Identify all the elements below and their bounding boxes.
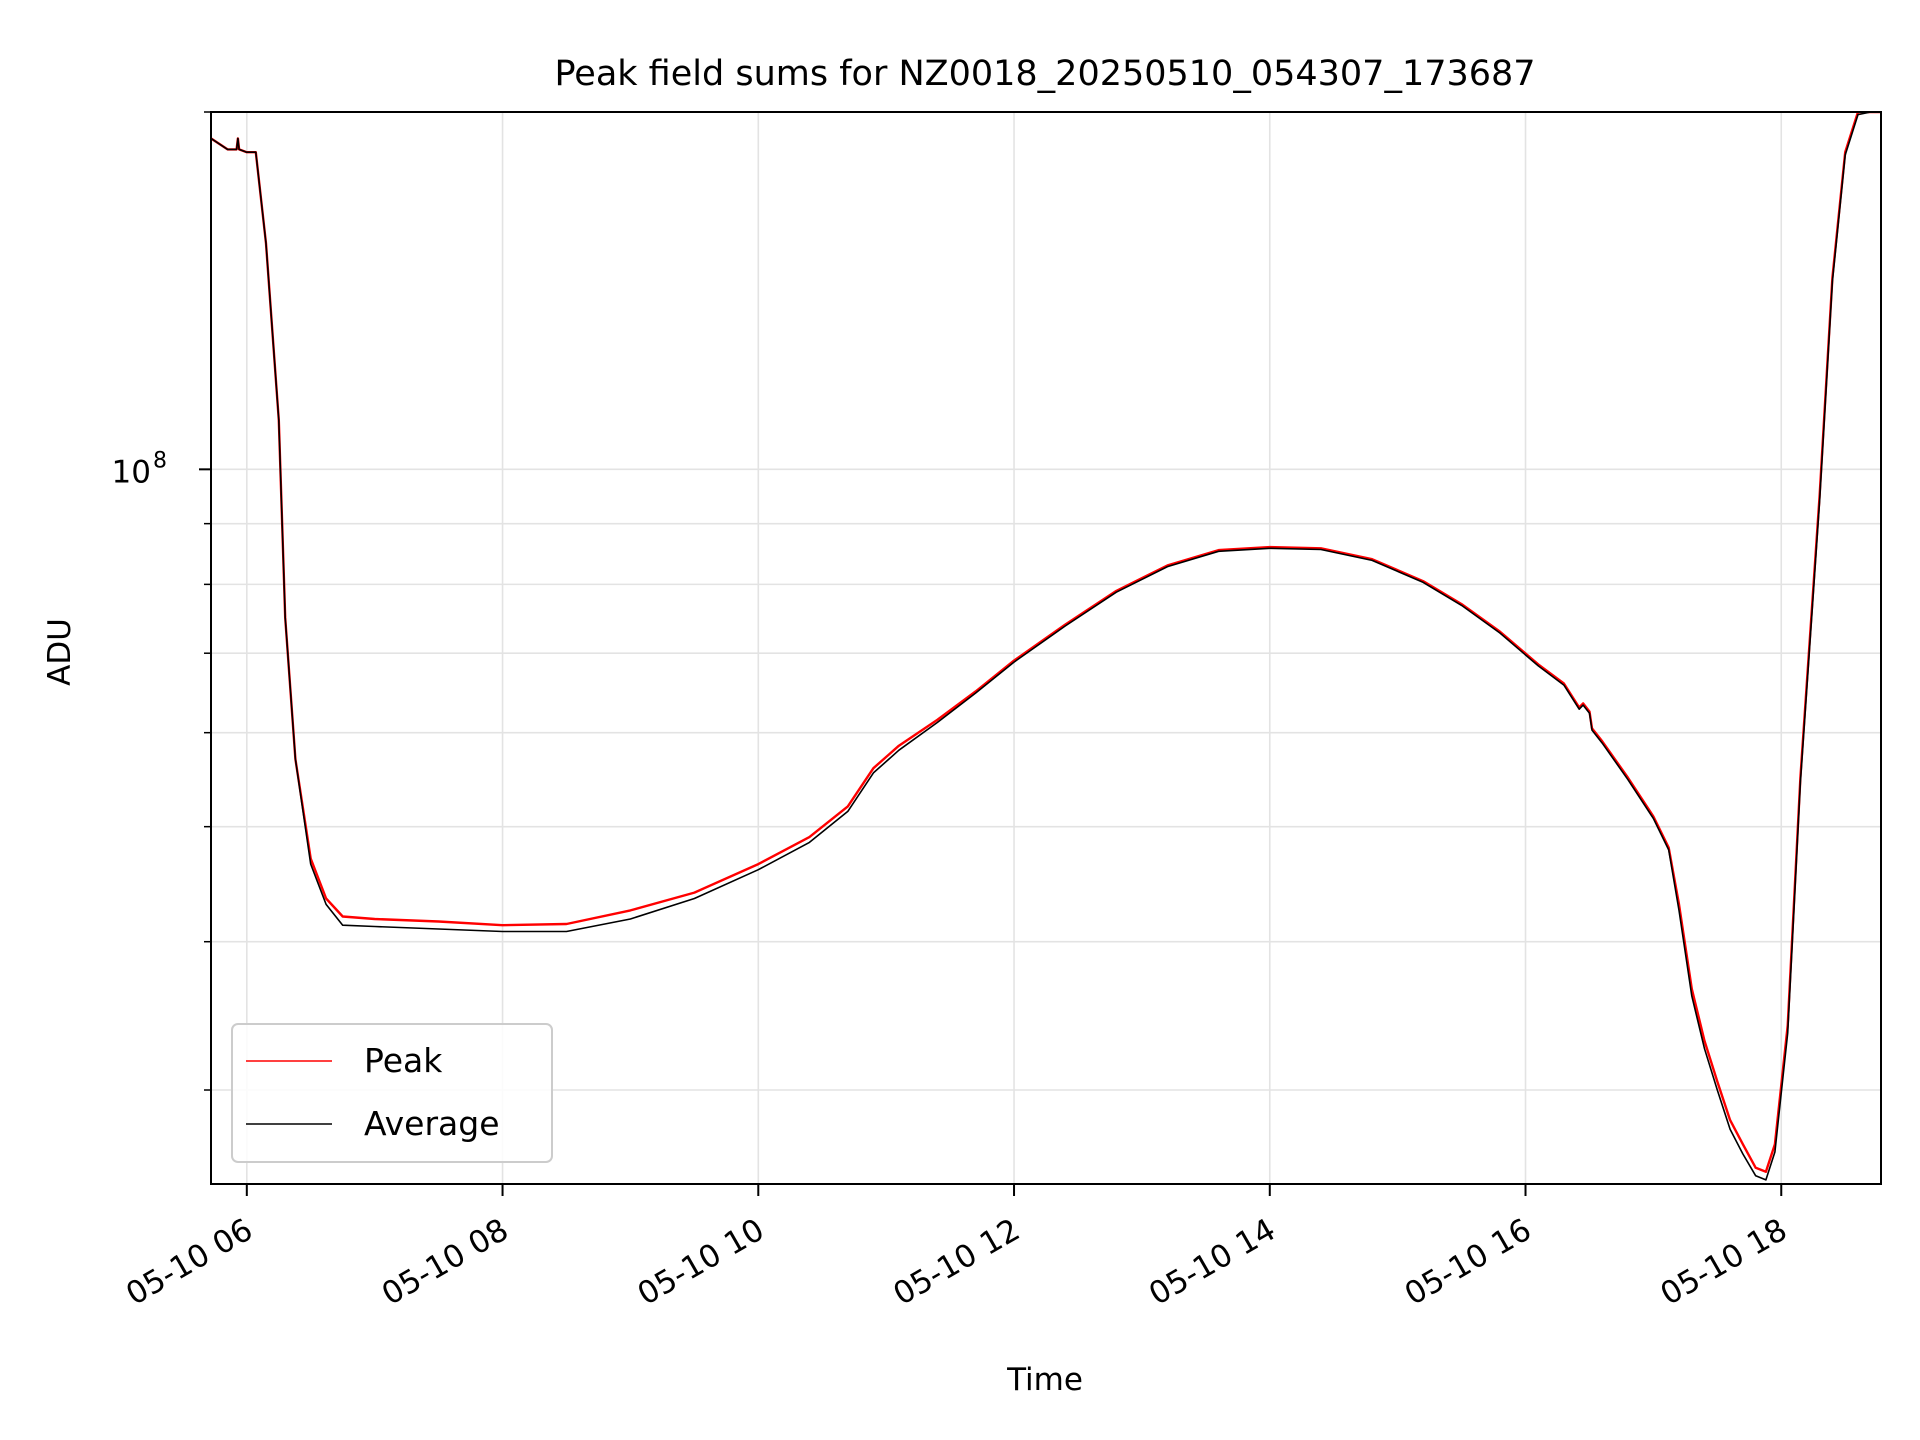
plot-lines — [211, 112, 1881, 1181]
plot-area-frame — [210, 111, 1882, 1185]
x-axis-label: Time — [1006, 1362, 1083, 1398]
legend-label-average: Average — [364, 1104, 500, 1143]
legend: Peak Average — [231, 1023, 553, 1163]
y-tick-label-base: 10 — [112, 454, 151, 490]
y-tick-label: 10 — [112, 454, 151, 490]
y-axis-label: ADU — [42, 618, 78, 686]
y-tick-label-exponent: 8 — [153, 448, 167, 473]
chart-title: Peak field sums for NZ0018_20250510_0543… — [554, 54, 1535, 94]
series-line-average — [211, 112, 1881, 1181]
gridlines — [211, 111, 1881, 1184]
legend-label-peak: Peak — [364, 1041, 443, 1080]
legend-frame — [231, 1023, 553, 1163]
